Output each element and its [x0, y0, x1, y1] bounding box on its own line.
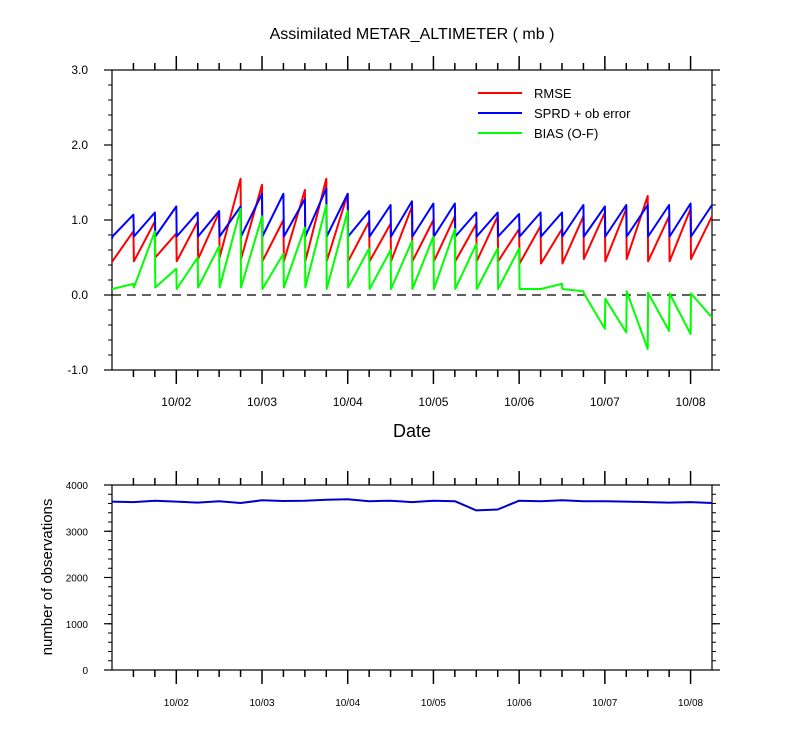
top-x-tick-label: 10/08 — [676, 395, 706, 409]
legend-label: SPRD + ob error — [534, 106, 631, 121]
bottom-x-tick-label: 10/06 — [507, 698, 532, 709]
bottom-x-tick-label: 10/07 — [592, 698, 617, 709]
chart-title: Assimilated METAR_ALTIMETER ( mb ) — [270, 26, 555, 43]
top-x-tick-label: 10/06 — [504, 395, 534, 409]
legend-label: RMSE — [534, 86, 572, 101]
bottom-plot-panel: 10/02 10/03 10/04 10/05 10/06 10/07 10/08 4000 3… — [66, 471, 720, 709]
y-axis-title-observations: number of observations — [39, 499, 56, 656]
bottom-x-tick-label: 10/02 — [164, 698, 189, 709]
bottom-y-tick-label: 0 — [82, 666, 88, 677]
top-y-tick-label: -1.0 — [67, 363, 88, 377]
bottom-y-tick-label: 2000 — [66, 574, 89, 585]
bottom-x-tick-label: 10/08 — [678, 698, 703, 709]
top-series-line-sprd-ob-error — [111, 187, 713, 239]
bottom-plot-frame — [111, 484, 713, 671]
bottom-x-tick-label: 10/03 — [249, 698, 274, 709]
bottom-y-tick-label: 4000 — [66, 481, 89, 492]
top-series-line-bias-o-f — [111, 204, 713, 350]
bottom-x-tick-label: 10/05 — [421, 698, 446, 709]
top-y-tick-label: 1.0 — [71, 213, 88, 227]
bottom-series-line-series-0 — [111, 498, 713, 512]
top-y-tick-label: 2.0 — [71, 138, 88, 152]
top-y-tick-label: 0.0 — [71, 288, 88, 302]
legend: RMSE SPRD + ob error BIAS (O-F) — [478, 86, 631, 141]
bottom-y-tick-label: 3000 — [66, 527, 89, 538]
top-x-tick-label: 10/04 — [333, 395, 363, 409]
legend-label: BIAS (O-F) — [534, 126, 598, 141]
top-x-tick-label: 10/05 — [418, 395, 448, 409]
x-axis-title: Date — [393, 421, 431, 441]
top-x-tick-label: 10/02 — [161, 395, 191, 409]
bottom-x-tick-label: 10/04 — [335, 698, 360, 709]
top-x-tick-label: 10/07 — [590, 395, 620, 409]
top-plot-panel: 10/02 10/03 10/04 10/05 10/06 10/07 10/08 3.0 2.… — [67, 56, 720, 409]
top-y-tick-label: 3.0 — [71, 63, 88, 77]
bottom-y-tick-label: 1000 — [66, 620, 89, 631]
top-x-tick-label: 10/03 — [247, 395, 277, 409]
